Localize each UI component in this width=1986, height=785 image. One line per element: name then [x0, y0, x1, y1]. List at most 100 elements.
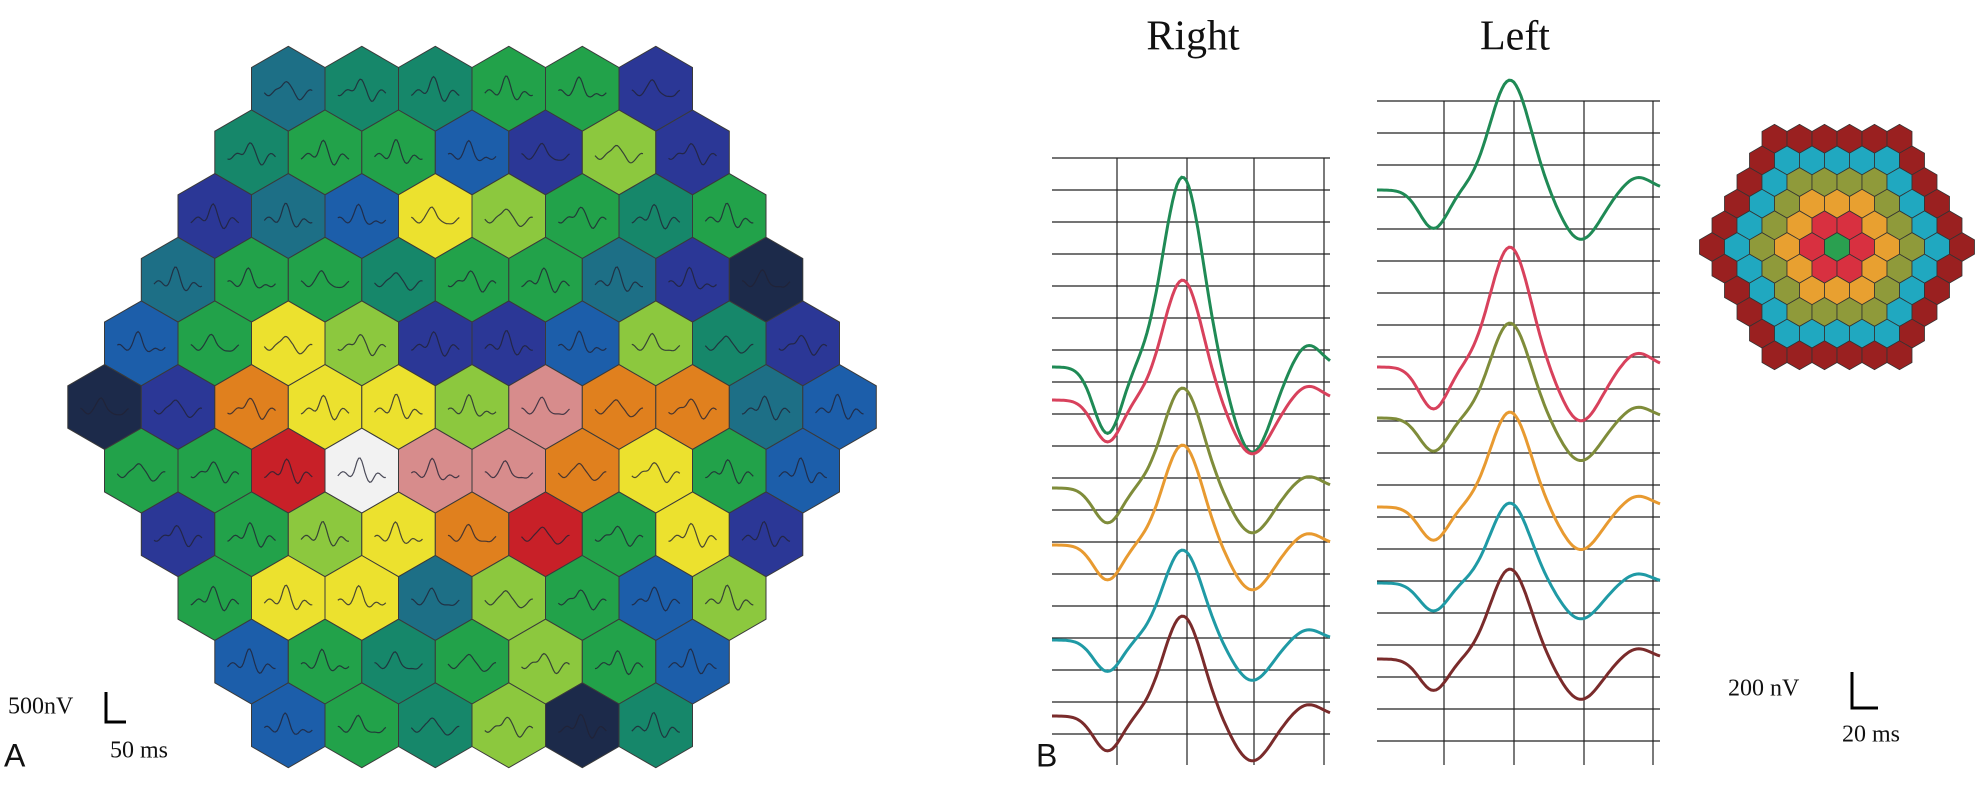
- hex-trace: [337, 714, 387, 734]
- hex-trace: [668, 266, 717, 290]
- scale-time: 20 ms: [1842, 722, 1900, 748]
- ring-hexagon: [1886, 340, 1913, 371]
- hex-trace: [521, 267, 570, 294]
- hex-trace: [668, 522, 717, 548]
- hex-trace: [668, 142, 717, 166]
- hex-trace: [153, 399, 203, 419]
- trace: [1052, 386, 1331, 535]
- hex-trace: [337, 584, 387, 608]
- hex-trace: [80, 397, 129, 416]
- hex-trace: [153, 524, 203, 548]
- hex-trace: [484, 75, 533, 101]
- hex-trace: [705, 459, 754, 485]
- hex-trace: [631, 79, 681, 98]
- hexagon: [618, 682, 693, 769]
- hex-trace: [227, 267, 276, 289]
- trace: [1377, 78, 1661, 241]
- hex-trace: [300, 521, 349, 547]
- hex-trace: [116, 463, 166, 482]
- hex-trace: [704, 335, 754, 354]
- hex-trace: [263, 80, 313, 101]
- hex-trace: [447, 523, 497, 543]
- hex-trace: [300, 270, 350, 289]
- hex-trace: [337, 457, 386, 483]
- hex-trace: [778, 334, 828, 356]
- hex-trace: [631, 711, 680, 738]
- trace: [1052, 175, 1331, 454]
- hex-trace: [521, 396, 570, 416]
- scale-bar: [1850, 672, 1878, 710]
- scale-time: 50 ms: [110, 738, 168, 764]
- panel-label: A: [4, 737, 26, 773]
- hex-trace: [558, 713, 607, 739]
- hex-trace: [741, 269, 791, 288]
- hex-trace: [484, 330, 533, 356]
- trace: [1052, 278, 1331, 456]
- hex-trace: [264, 458, 313, 485]
- hex-trace: [668, 648, 717, 675]
- hex-trace: [704, 202, 754, 229]
- scale-voltage: 200 nV: [1728, 676, 1800, 702]
- hex-trace: [558, 206, 607, 229]
- hex-trace: [153, 266, 203, 292]
- hex-trace: [337, 333, 387, 357]
- hex-trace: [704, 584, 754, 611]
- hex-trace: [227, 397, 276, 420]
- hex-trace: [631, 462, 681, 484]
- scale-bar: [104, 692, 126, 724]
- hex-trace: [300, 394, 350, 421]
- hex-trace: [374, 139, 423, 165]
- column-title: Right: [1146, 14, 1240, 60]
- hex-trace: [374, 651, 423, 670]
- trace: [1052, 614, 1331, 763]
- hex-trace: [631, 203, 681, 230]
- hex-trace: [594, 650, 644, 676]
- hex-trace: [741, 520, 791, 547]
- trace: [1377, 567, 1661, 701]
- hex-trace: [447, 139, 497, 162]
- hex-trace: [521, 652, 570, 675]
- hex-trace: [337, 78, 387, 102]
- hex-trace: [631, 586, 681, 612]
- hex-trace: [594, 144, 644, 164]
- hex-trace: [668, 398, 717, 420]
- hex-trace: [521, 142, 570, 161]
- trace: [1377, 245, 1661, 423]
- ring-map: [1699, 123, 1975, 371]
- hex-trace: [594, 399, 644, 418]
- hex-trace: [815, 393, 864, 420]
- hex-trace: [410, 457, 460, 481]
- hex-trace: [227, 521, 276, 548]
- hex-trace: [447, 653, 497, 672]
- hex-trace: [300, 648, 350, 672]
- hex-trace: [190, 203, 240, 230]
- hex-trace: [263, 584, 313, 611]
- hex-trace: [557, 462, 607, 482]
- hex-trace: [484, 460, 534, 479]
- hex-trace: [484, 590, 533, 609]
- hex-trace: [411, 206, 460, 225]
- hex-trace: [557, 589, 607, 611]
- trace: [1377, 321, 1661, 462]
- hex-trace: [631, 332, 681, 352]
- panel-label: B: [1036, 737, 1057, 773]
- hex-trace: [190, 585, 240, 612]
- column-title: Left: [1480, 14, 1550, 60]
- hex-trace: [557, 330, 607, 354]
- hex-trace: [374, 521, 423, 545]
- trace: [1377, 501, 1661, 621]
- hex-trace: [778, 457, 827, 484]
- hex-trace: [374, 272, 423, 291]
- hex-trace: [447, 393, 497, 417]
- hex-trace: [594, 266, 643, 292]
- hex-trace: [227, 648, 276, 674]
- hex-field: [67, 45, 877, 769]
- trace: [1052, 443, 1331, 592]
- hex-trace: [263, 712, 313, 735]
- hex-trace: [411, 330, 460, 357]
- hex-trace: [521, 526, 570, 545]
- hex-trace: [484, 208, 533, 228]
- hex-trace: [411, 587, 460, 606]
- hex-trace: [263, 202, 313, 228]
